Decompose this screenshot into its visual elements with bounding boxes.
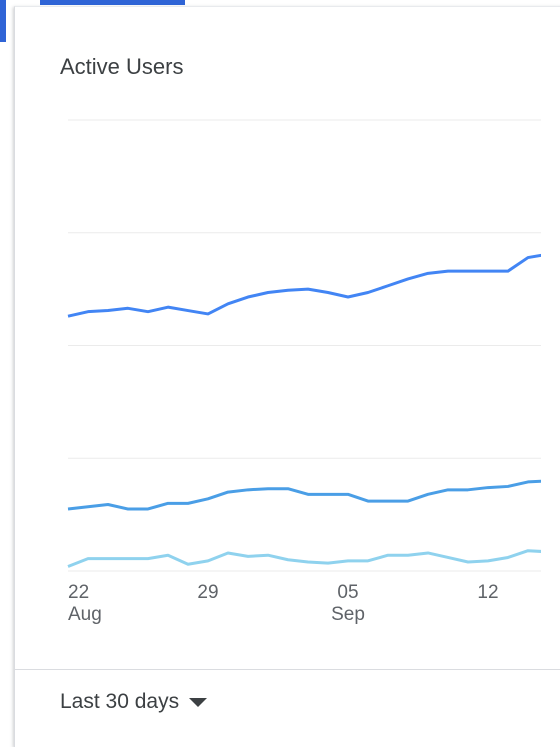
x-tick-label: 22 xyxy=(68,582,89,603)
line-series xyxy=(67,479,541,511)
dropdown-arrow[interactable] xyxy=(189,697,208,707)
x-tick-label: 05 xyxy=(337,582,358,603)
divider xyxy=(14,669,560,670)
x-tick-label: 29 xyxy=(197,582,218,603)
line-series xyxy=(67,253,541,318)
nav-tab xyxy=(40,0,185,5)
date-range-dropdown[interactable]: Last 30 days xyxy=(60,690,208,714)
nav-tab xyxy=(0,0,6,42)
x-tick-month: Sep xyxy=(331,604,365,625)
line-series xyxy=(67,549,541,568)
x-tick-month: Aug xyxy=(68,604,102,625)
card xyxy=(14,6,560,747)
x-tick-label: 12 xyxy=(477,582,498,603)
date-range-label[interactable]: Last 30 days xyxy=(60,690,180,713)
card-title: Active Users xyxy=(60,54,184,79)
